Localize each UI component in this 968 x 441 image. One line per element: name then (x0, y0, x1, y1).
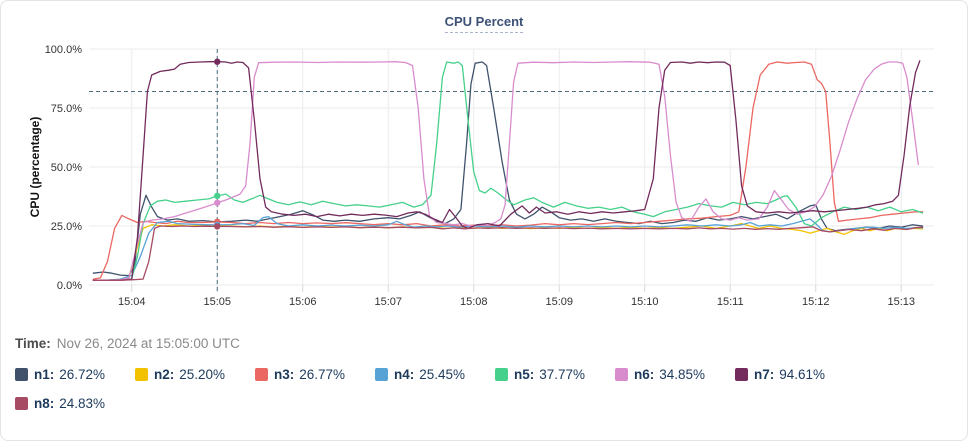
legend-name-n6: n6: (634, 367, 655, 382)
time-value: Nov 26, 2024 at 15:05:00 UTC (56, 336, 240, 351)
y-tick-label: 100.0% (45, 44, 83, 56)
legend-value-n1: 26.72% (59, 367, 106, 382)
legend-swatch-n7 (735, 368, 748, 381)
x-tick-label: 15:13 (887, 296, 915, 308)
series-line-n4[interactable] (92, 215, 924, 281)
x-tick-label: 15:11 (717, 296, 744, 308)
crosshair-marker-n5 (214, 192, 221, 200)
legend-value-n5: 37.77% (539, 367, 586, 382)
legend-name-n1: n1: (34, 367, 55, 382)
legend-swatch-n3 (255, 368, 268, 381)
crosshair-marker-n8 (214, 223, 221, 230)
legend-value-n2: 25.20% (179, 367, 226, 382)
y-tick-label: 0.0% (57, 280, 82, 292)
legend-name-n3: n3: (274, 367, 295, 382)
legend-value-n8: 24.83% (59, 396, 106, 411)
legend-value-n6: 34.85% (659, 367, 706, 382)
crosshair-marker-n6 (214, 199, 221, 206)
legend-name-n2: n2: (154, 367, 175, 382)
x-tick-label: 15:12 (802, 296, 830, 308)
legend-item-n8[interactable]: n8: 24.83% (15, 396, 135, 411)
series-line-n3[interactable] (92, 61, 924, 280)
legend-item-n6[interactable]: n6: 34.85% (615, 367, 735, 382)
legend-swatch-n1 (15, 368, 28, 381)
legend-item-n1[interactable]: n1: 26.72% (15, 367, 135, 382)
crosshair-marker-n7 (214, 58, 221, 65)
x-tick-label: 15:08 (460, 296, 488, 308)
chart-legend: n1: 26.72% n2: 25.20% n3: 26.77% n4: 25.45% n5: 3… (15, 367, 967, 411)
chart-title[interactable]: CPU Percent (444, 14, 524, 33)
legend-name-n4: n4: (394, 367, 415, 382)
cpu-percent-chart[interactable]: 0.0% 25.0% 50.0% 75.0% 100.0% 15:04 15:05 15:06… (1, 37, 968, 309)
legend-item-n4[interactable]: n4: 25.45% (375, 367, 495, 382)
x-tick-label: 15:06 (289, 296, 317, 308)
legend-value-n7: 94.61% (779, 367, 826, 382)
legend-item-n7[interactable]: n7: 94.61% (735, 367, 855, 382)
y-tick-label: 25.0% (51, 221, 82, 233)
chart-header: CPU Percent (1, 1, 967, 37)
legend-swatch-n4 (375, 368, 388, 381)
legend-swatch-n6 (615, 368, 628, 381)
y-tick-label: 50.0% (51, 162, 82, 174)
x-tick-label: 15:07 (374, 296, 402, 308)
y-tick-label: 75.0% (51, 103, 82, 115)
x-tick-label: 15:04 (118, 296, 146, 308)
y-axis-title: CPU (percentage) (28, 117, 42, 218)
series-line-n8[interactable] (92, 225, 924, 281)
x-tick-label: 15:05 (203, 296, 231, 308)
series-line-n2[interactable] (92, 222, 924, 281)
legend-item-n3[interactable]: n3: 26.77% (255, 367, 375, 382)
time-row: Time: Nov 26, 2024 at 15:05:00 UTC (15, 336, 967, 351)
legend-swatch-n2 (135, 368, 148, 381)
legend-name-n7: n7: (754, 367, 775, 382)
legend-value-n4: 25.45% (419, 367, 466, 382)
legend-item-n5[interactable]: n5: 37.77% (495, 367, 615, 382)
x-tick-label: 15:09 (545, 296, 573, 308)
legend-item-n2[interactable]: n2: 25.20% (135, 367, 255, 382)
legend-name-n8: n8: (34, 396, 55, 411)
legend-swatch-n8 (15, 397, 28, 410)
legend-value-n3: 26.77% (299, 367, 346, 382)
series-line-n6[interactable] (92, 61, 919, 281)
time-label: Time: (15, 336, 51, 351)
legend-swatch-n5 (495, 368, 508, 381)
legend-name-n5: n5: (514, 367, 535, 382)
x-tick-label: 15:10 (631, 296, 659, 308)
